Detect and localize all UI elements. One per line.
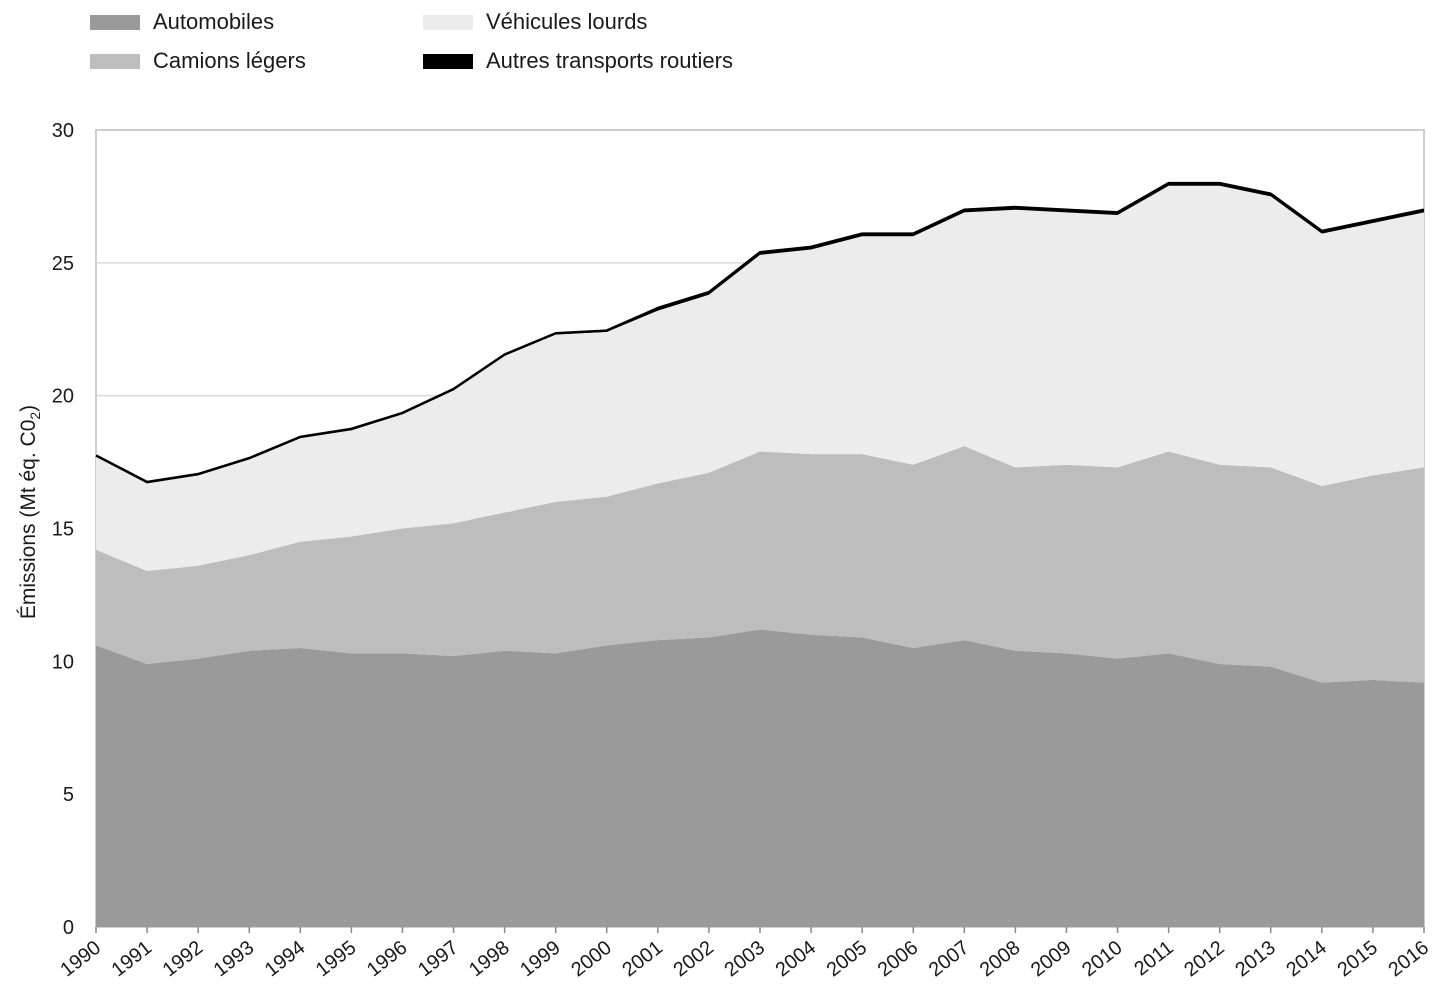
legend-swatch-autres-transports [423,53,473,69]
x-tick-label-2002: 2002 [669,937,718,982]
x-tick-label-2001: 2001 [618,937,667,982]
y-axis-label-close: ) [17,405,40,412]
area-layer [96,183,1424,927]
x-tick-label-1992: 1992 [159,937,208,982]
legend-label-autres-transports: Autres transports routiers [486,48,733,73]
chart-legend: Automobiles Camions légers Véhicules lou… [0,0,900,90]
y-tick-label-0: 0 [63,917,74,939]
x-tick-label-2014: 2014 [1282,937,1331,982]
x-tick-label-1996: 1996 [363,937,412,982]
x-tick-label-2007: 2007 [925,937,974,982]
legend-label-automobiles: Automobiles [153,9,275,34]
y-axis-label-main: Émissions (Mt éq. C0 [17,420,40,620]
area-vehicules-lourds [96,185,1424,572]
y-tick-label-30: 30 [52,120,74,142]
legend-swatch-camions-legers [90,53,140,69]
line-layer [95,181,1425,484]
x-tick-label-2000: 2000 [567,937,616,982]
x-tick-label-2009: 2009 [1027,937,1076,982]
x-tick-label-1993: 1993 [210,937,259,982]
x-tick-label-1999: 1999 [516,937,565,982]
x-tick-label-2016: 2016 [1384,937,1433,982]
x-tick-label-2004: 2004 [772,937,821,982]
legend-label-vehicules-lourds: Véhicules lourds [486,9,648,34]
y-axis-label: Émissions (Mt éq. C02) [17,405,43,619]
x-tick-label-2006: 2006 [874,937,923,982]
area-camions-legers [96,446,1424,683]
y-tick-label-5: 5 [63,784,74,806]
legend-item-camions-legers: Camions légers [90,48,306,74]
x-tick-label-2013: 2013 [1231,937,1280,982]
legend-swatch-automobiles [90,14,140,30]
x-tick-label-1991: 1991 [108,937,157,982]
legend-swatch-vehicules-lourds [423,14,473,30]
y-axis-label-subscript: 2 [27,412,43,420]
legend-label-camions-legers: Camions légers [153,48,306,73]
x-tick-label-2011: 2011 [1130,937,1177,981]
y-tick-label-20: 20 [52,386,74,408]
y-tick-label-25: 25 [52,253,74,275]
x-tick-label-1998: 1998 [465,937,514,982]
x-tick-label-2010: 2010 [1078,937,1127,982]
x-tick-label-2008: 2008 [976,937,1025,982]
area-automobiles [96,629,1424,927]
x-tick-label-1990: 1990 [56,937,105,982]
x-tick-label-1997: 1997 [414,937,463,982]
y-tick-label-15: 15 [52,519,74,541]
y-tick-label-10: 10 [52,651,74,673]
legend-item-automobiles: Automobiles [90,9,274,35]
x-tick-label-2015: 2015 [1333,937,1382,982]
legend-item-vehicules-lourds: Véhicules lourds [423,9,647,35]
x-tick-label-2012: 2012 [1180,937,1229,982]
x-tick-label-2005: 2005 [823,937,872,982]
legend-item-autres-transports: Autres transports routiers [423,48,733,74]
x-tick-label-2003: 2003 [720,937,769,982]
x-tick-label-1995: 1995 [312,937,361,982]
x-tick-label-1994: 1994 [261,937,310,982]
series-line-autres-transports-routiers [95,181,1425,484]
